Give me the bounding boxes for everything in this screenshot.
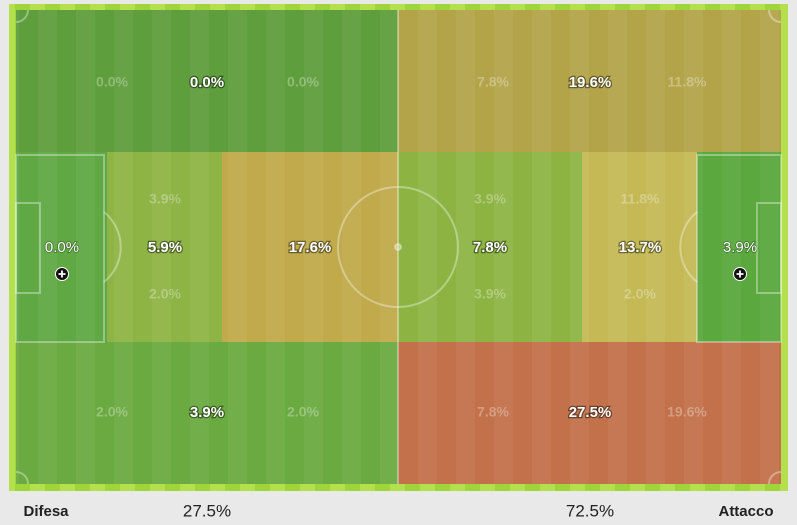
footer-right-label: Attacco: [718, 503, 773, 520]
zone-detail: 0.0%: [287, 74, 319, 90]
zone-value: 3.9%: [190, 404, 224, 421]
zone-value: 3.9%: [723, 239, 757, 256]
stripes: [16, 10, 781, 484]
zone-detail: 3.9%: [474, 191, 506, 207]
zone-value: 17.6%: [289, 239, 332, 256]
zone-value: 5.9%: [148, 239, 182, 256]
player-icon-plus: [736, 270, 744, 278]
zone-value: 0.0%: [45, 239, 79, 256]
zone-detail: 7.8%: [477, 404, 509, 420]
zone-detail: 3.9%: [149, 191, 181, 207]
zone-detail: 2.0%: [96, 404, 128, 420]
player-icon-plus: [58, 270, 66, 278]
zone-detail: 2.0%: [624, 286, 656, 302]
zone-detail: 2.0%: [287, 404, 319, 420]
zone-detail: 3.9%: [474, 286, 506, 302]
zone-value: 27.5%: [569, 404, 612, 421]
field-lines: [15, 9, 782, 485]
zone-value: 19.6%: [569, 74, 612, 91]
zone-detail: 2.0%: [149, 286, 181, 302]
zone-detail: 0.0%: [96, 74, 128, 90]
zone-labels: 0.0% 0.0% 0.0% 19.6% 7.8% 11.8% 0.0% 5.9% 3.9% 2.…: [44, 73, 758, 423]
footer-right-value: 72.5%: [566, 501, 614, 520]
zone-value: 7.8%: [473, 239, 507, 256]
zone-detail: 19.6%: [667, 404, 707, 420]
zone-value: 0.0%: [190, 74, 224, 91]
footer-left-value: 27.5%: [183, 501, 231, 520]
zone-detail: 11.8%: [668, 74, 707, 90]
zone-value: 13.7%: [619, 239, 662, 256]
zone-detail: 11.8%: [621, 191, 660, 207]
zone-detail: 7.8%: [477, 74, 509, 90]
footer-left-label: Difesa: [23, 503, 69, 520]
